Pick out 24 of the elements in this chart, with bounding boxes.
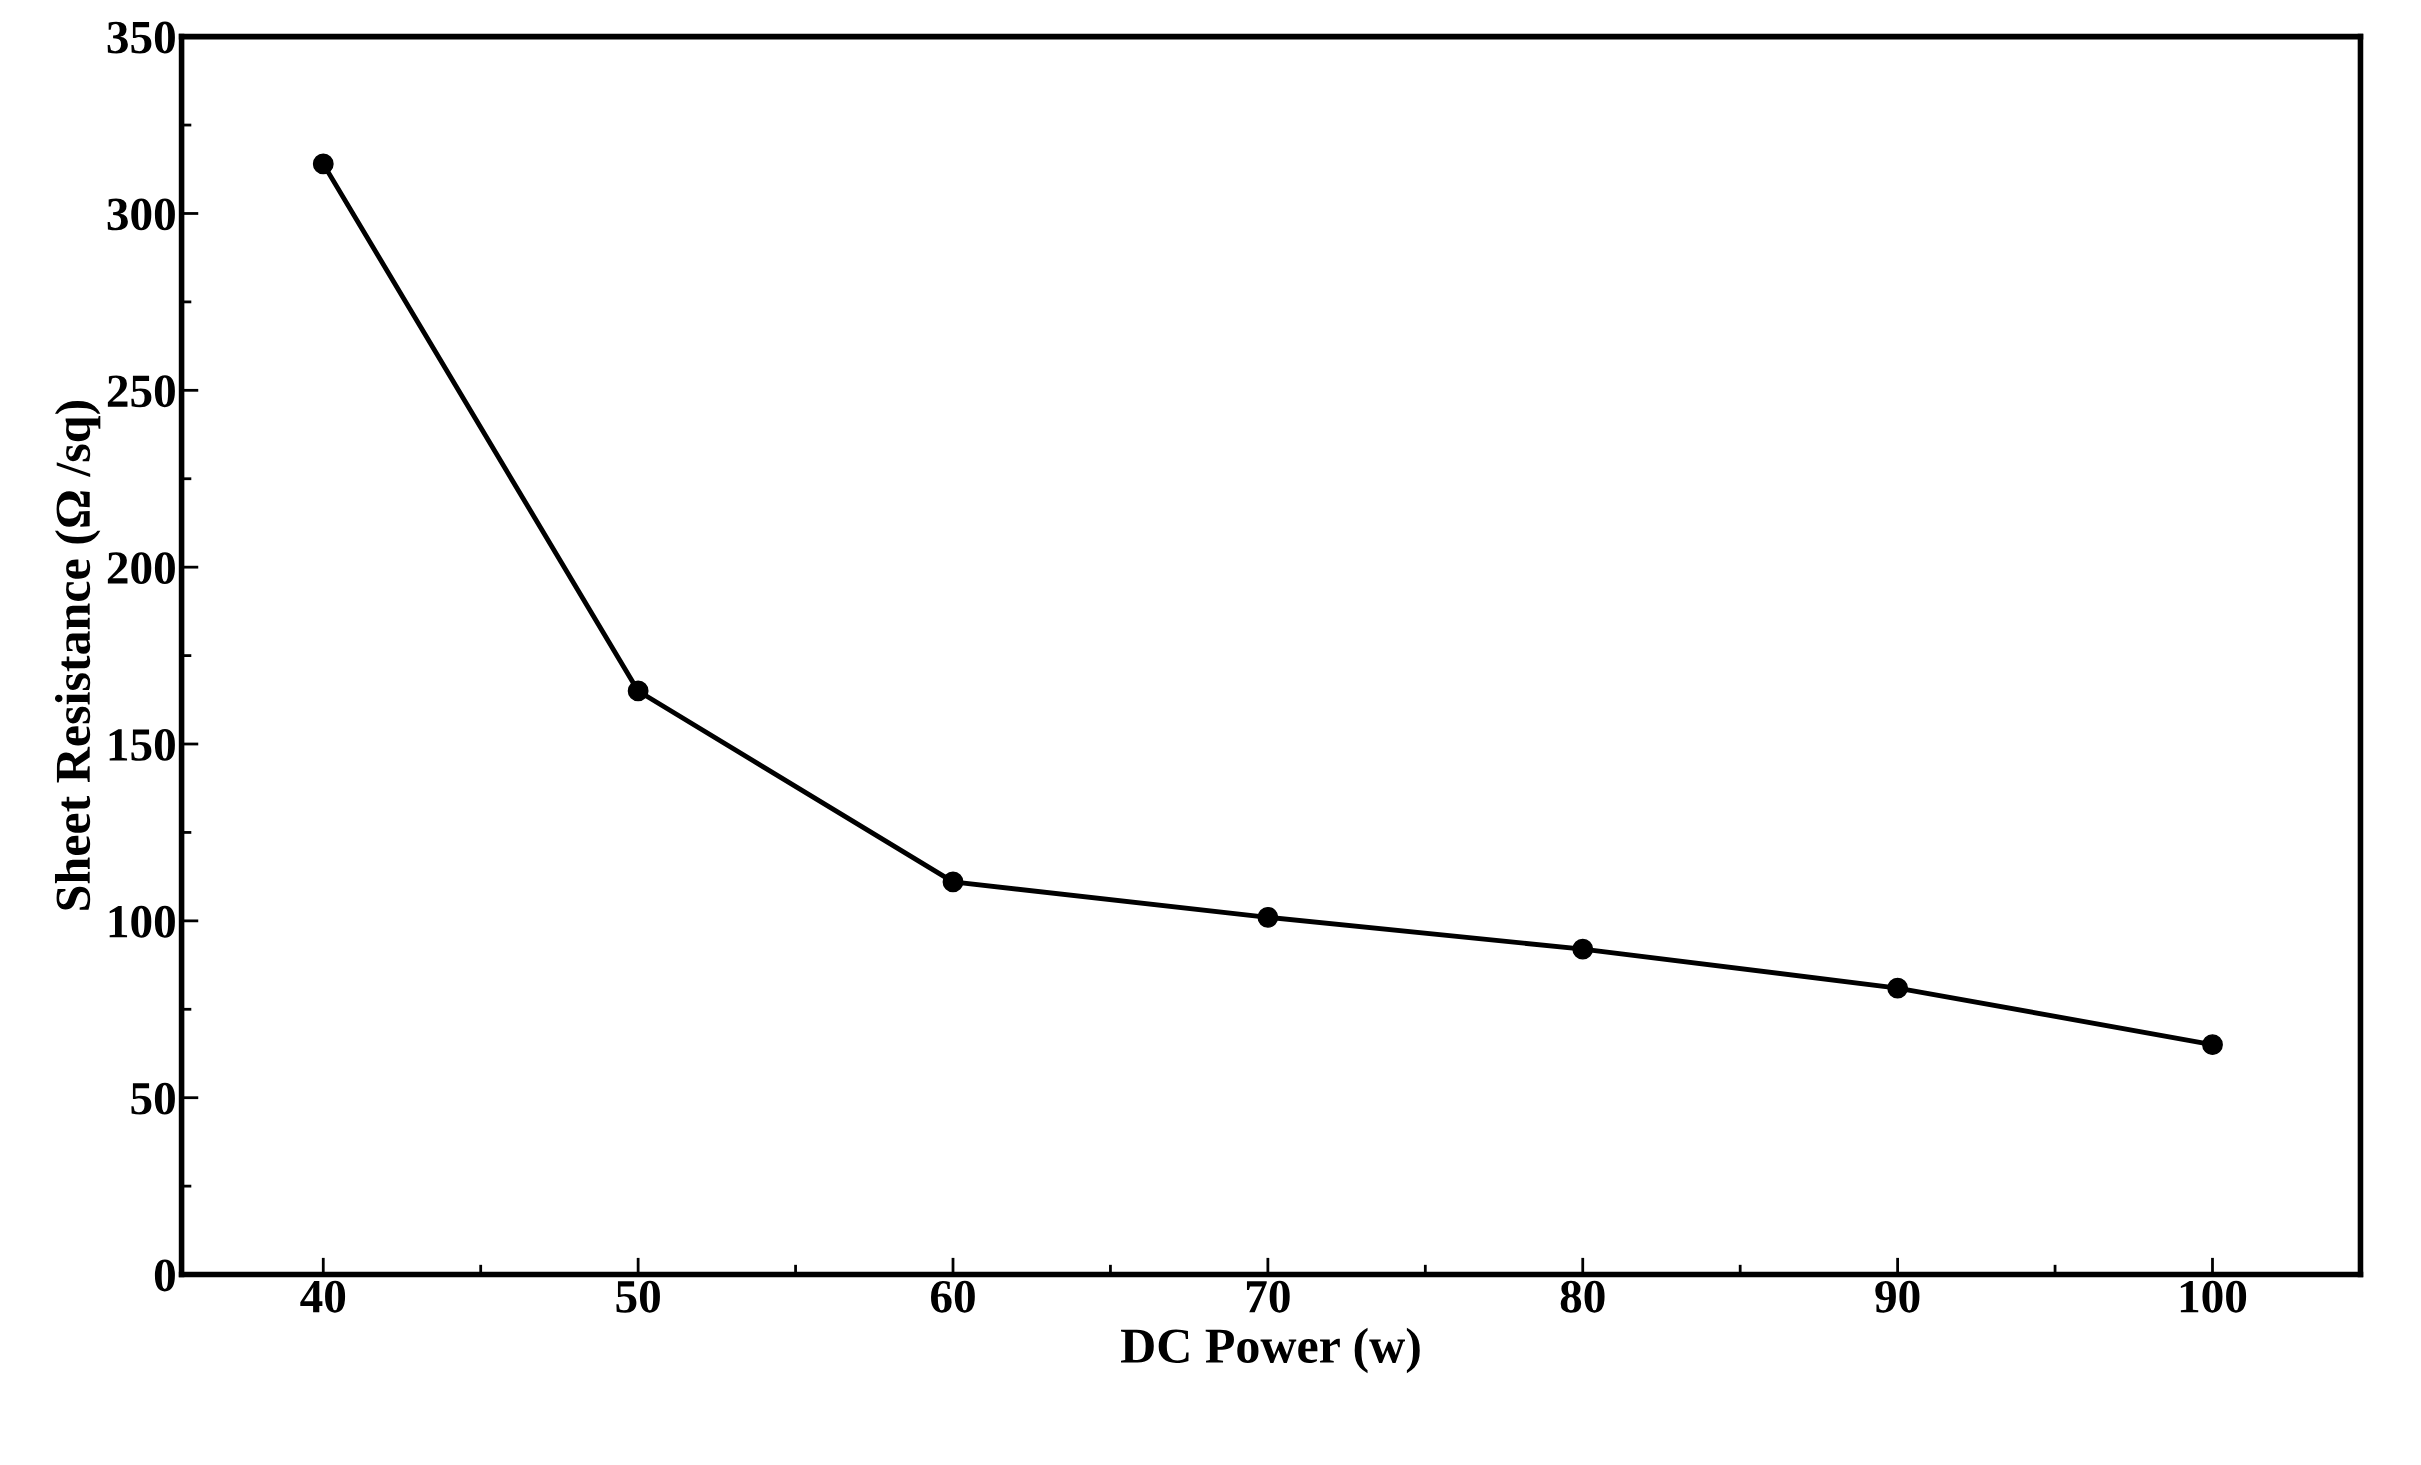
point xyxy=(2202,1034,2223,1056)
x-tick-label: 70 xyxy=(1246,1280,1290,1313)
y-tick-label: 300 xyxy=(107,198,175,231)
x-tick-label: 80 xyxy=(1560,1280,1605,1313)
point xyxy=(1572,938,1594,960)
x-tick-label: 90 xyxy=(1875,1280,1920,1313)
y-tick-label: 0 xyxy=(154,1259,175,1292)
point xyxy=(627,680,649,702)
y-tick-label: 150 xyxy=(109,728,175,761)
point xyxy=(942,871,964,893)
x-tick-label: 40 xyxy=(300,1280,346,1313)
y-tick-label: 350 xyxy=(107,21,175,54)
y-tick-label: 200 xyxy=(107,552,175,585)
x-tick-label: 60 xyxy=(931,1280,975,1313)
y-tick-label: 50 xyxy=(131,1082,175,1115)
x-tick-label: 100 xyxy=(2180,1280,2247,1313)
x-tick-label: 50 xyxy=(616,1280,660,1313)
y-axis-title: Sheet Resistance (Ω /sq) xyxy=(54,400,101,910)
point xyxy=(1887,977,1909,999)
y-tick-label: 250 xyxy=(107,375,175,408)
x-axis-title: DC Power (w) xyxy=(1121,1327,1420,1374)
y-tick-label: 100 xyxy=(109,905,175,938)
point xyxy=(1257,906,1279,928)
point xyxy=(312,153,334,175)
